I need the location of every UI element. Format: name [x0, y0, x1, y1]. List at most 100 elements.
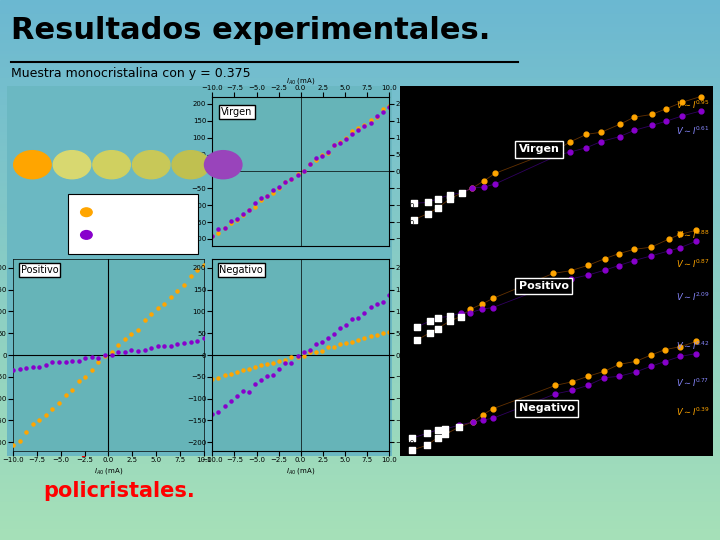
Bar: [0, 232, 720, 235]
Bar: [0, 302, 720, 305]
Point: [695, 107, 706, 116]
Point: [455, 312, 467, 321]
Point: [613, 249, 624, 258]
Point: [645, 351, 657, 360]
Bar: [0, 437, 720, 440]
Bar: [0, 454, 720, 456]
Point: [377, 105, 389, 113]
Bar: [0, 424, 720, 427]
Point: [377, 329, 389, 338]
Point: [219, 371, 230, 380]
Text: D: D: [220, 138, 227, 148]
Point: [132, 346, 144, 355]
Bar: [0, 386, 720, 389]
Point: [14, 436, 25, 445]
Bar: [0, 329, 720, 332]
Bar: [0, 181, 720, 184]
Point: [132, 325, 144, 334]
Bar: [0, 319, 720, 321]
Point: [645, 252, 657, 260]
Point: [477, 416, 489, 424]
Point: [261, 372, 273, 380]
Bar: [0, 486, 720, 489]
Bar: [0, 289, 720, 292]
Point: [487, 294, 498, 303]
Bar: [0, 267, 720, 270]
Point: [47, 404, 58, 413]
Point: [467, 417, 479, 426]
Point: [432, 313, 444, 322]
Bar: [0, 76, 720, 78]
Point: [412, 322, 423, 331]
Point: [185, 338, 197, 347]
Bar: [0, 327, 720, 329]
Bar: [0, 529, 720, 532]
Bar: [0, 324, 720, 327]
Point: [328, 141, 340, 150]
Bar: [0, 381, 720, 383]
Bar: [0, 70, 720, 73]
Point: [99, 351, 111, 360]
Point: [549, 389, 561, 398]
Bar: [0, 124, 720, 127]
Point: [14, 364, 25, 373]
Point: [261, 192, 273, 200]
X-axis label: $I_{A0}$ (mA): $I_{A0}$ (mA): [94, 466, 123, 476]
Point: [595, 137, 607, 146]
Bar: [0, 216, 720, 219]
Point: [613, 261, 624, 270]
Bar: [0, 51, 720, 54]
Point: [341, 320, 352, 329]
Point: [377, 298, 389, 306]
Bar: [0, 22, 720, 24]
Bar: [0, 140, 720, 143]
Point: [432, 194, 444, 203]
Bar: [0, 243, 720, 246]
Point: [487, 303, 498, 312]
Point: [383, 103, 395, 111]
Point: [198, 260, 210, 269]
Text: Resultados experimentales.: Resultados experimentales.: [11, 16, 490, 45]
Bar: [0, 259, 720, 262]
Point: [454, 423, 465, 431]
Bar: [0, 440, 720, 443]
Point: [444, 312, 456, 321]
Bar: [0, 402, 720, 405]
Bar: [0, 162, 720, 165]
Bar: [0, 443, 720, 445]
Point: [353, 336, 364, 345]
Point: [439, 430, 451, 438]
Point: [420, 441, 432, 450]
Point: [613, 372, 625, 381]
Bar: [0, 246, 720, 248]
Point: [646, 121, 657, 130]
Point: [20, 364, 32, 373]
Point: [582, 381, 593, 390]
Point: [93, 358, 104, 367]
Bar: [0, 343, 720, 346]
Point: [432, 313, 444, 322]
Point: [237, 210, 248, 218]
Point: [243, 206, 255, 214]
Bar: [0, 448, 720, 451]
Text: $V \sim I^{2.09}$: $V \sim I^{2.09}$: [676, 291, 710, 303]
Point: [422, 198, 433, 207]
Point: [628, 245, 639, 254]
Point: [334, 138, 346, 146]
Bar: [0, 416, 720, 418]
Bar: [0, 378, 720, 381]
Point: [225, 396, 236, 405]
Point: [456, 188, 468, 197]
Point: [316, 338, 328, 347]
Text: respecto a los resultados en: respecto a los resultados en: [43, 437, 377, 457]
Bar: [0, 211, 720, 213]
Point: [432, 433, 444, 442]
Point: [298, 167, 310, 176]
Bar: [0, 497, 720, 500]
Point: [261, 192, 273, 200]
Point: [212, 225, 224, 234]
Point: [454, 421, 465, 429]
Point: [316, 347, 328, 355]
Point: [304, 160, 315, 168]
Point: [580, 144, 592, 152]
